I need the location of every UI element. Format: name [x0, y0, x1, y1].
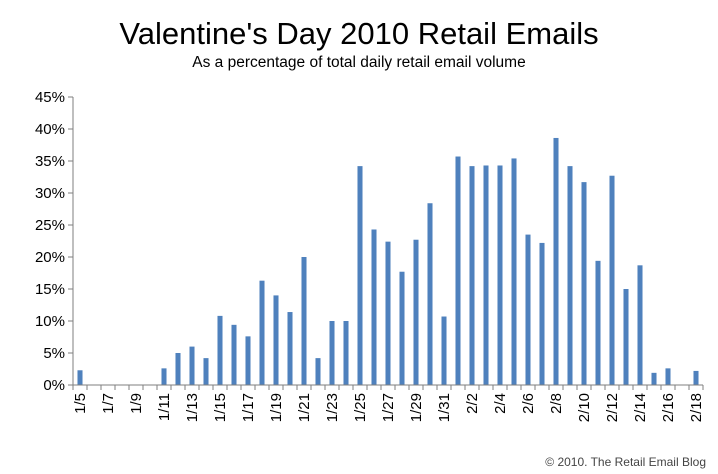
bar: [77, 370, 83, 385]
y-axis: 0% 5% 10% 15% 20% 25% 30% 35% 40% 45%: [35, 89, 74, 394]
bar: [553, 137, 559, 385]
chart-subtitle: As a percentage of total daily retail em…: [192, 54, 525, 71]
y-tick-label: 40%: [35, 121, 65, 138]
x-tick-label: 1/15: [212, 393, 229, 422]
x-tick-label: 1/19: [268, 393, 285, 422]
x-axis: 1/5 1/7 1/9 1/11 1/13 1/15 1/17 1/19 1/21 1/23 1/2…: [72, 384, 705, 422]
bar: [231, 324, 237, 385]
x-tick-label: 2/18: [688, 393, 705, 422]
x-tick-label: 2/8: [548, 393, 565, 414]
x-tick-label: 1/13: [184, 393, 201, 422]
bar: [301, 257, 307, 385]
y-tick-label: 45%: [35, 89, 65, 106]
chart-credit: © 2010. The Retail Email Blog: [545, 455, 706, 469]
x-tick-label: 1/5: [72, 393, 89, 414]
bar: [189, 346, 195, 385]
x-tick-label: 1/25: [352, 393, 369, 422]
bar: [357, 166, 363, 385]
x-tick-label: 1/31: [436, 393, 453, 422]
y-tick-label: 0%: [43, 377, 65, 394]
chart-title: Valentine's Day 2010 Retail Emails: [119, 16, 598, 51]
bar: [203, 358, 209, 385]
bar: [497, 165, 503, 385]
bar: [385, 241, 391, 385]
bar: [693, 370, 699, 385]
bar: [343, 321, 349, 385]
bar: [245, 336, 251, 385]
bar: [273, 295, 279, 385]
bar: [581, 182, 587, 385]
x-tick-label: 1/27: [380, 393, 397, 422]
y-tick-label: 30%: [35, 185, 65, 202]
bar: [315, 358, 321, 385]
x-tick-label: 2/10: [576, 393, 593, 422]
bars: [77, 137, 699, 385]
bar: [637, 265, 643, 385]
bar: [623, 289, 629, 385]
bar: [287, 312, 293, 385]
x-tick-label: 1/21: [296, 393, 313, 422]
x-tick-label: 2/16: [660, 393, 677, 422]
bar: [399, 271, 405, 385]
bar: [413, 239, 419, 385]
y-tick-label: 5%: [43, 345, 65, 362]
x-tick-label: 2/6: [520, 393, 537, 414]
y-tick-label: 20%: [35, 249, 65, 266]
bar: [651, 372, 657, 385]
y-tick-label: 10%: [35, 313, 65, 330]
bar: [371, 229, 377, 385]
x-tick-label: 1/17: [240, 393, 257, 422]
x-tick-label: 2/4: [492, 393, 509, 414]
bar: [595, 260, 601, 385]
x-tick-label: 2/14: [632, 393, 649, 422]
bar: [609, 175, 615, 385]
bar: [175, 353, 181, 385]
x-tick-label: 1/11: [156, 393, 173, 421]
bar: [161, 368, 167, 385]
bar: [455, 156, 461, 385]
bar: [329, 321, 335, 385]
bar: [567, 166, 573, 385]
bar: [483, 165, 489, 385]
y-tick-label: 15%: [35, 281, 65, 298]
bar: [525, 234, 531, 385]
x-tick-label: 1/9: [128, 393, 145, 414]
x-tick-label: 1/7: [100, 393, 117, 414]
bar: [441, 316, 447, 385]
x-tick-label: 2/12: [604, 393, 621, 422]
y-tick-label: 25%: [35, 217, 65, 234]
bar: [665, 368, 671, 385]
bar: [427, 203, 433, 385]
y-tick-label: 35%: [35, 153, 65, 170]
bar: [217, 315, 223, 385]
x-tick-label: 1/23: [324, 393, 341, 422]
bar: [469, 166, 475, 385]
x-tick-label: 1/29: [408, 393, 425, 422]
x-tick-label: 2/2: [464, 393, 481, 414]
bar: [511, 158, 517, 385]
bar: [259, 280, 265, 385]
bar: [539, 242, 545, 385]
